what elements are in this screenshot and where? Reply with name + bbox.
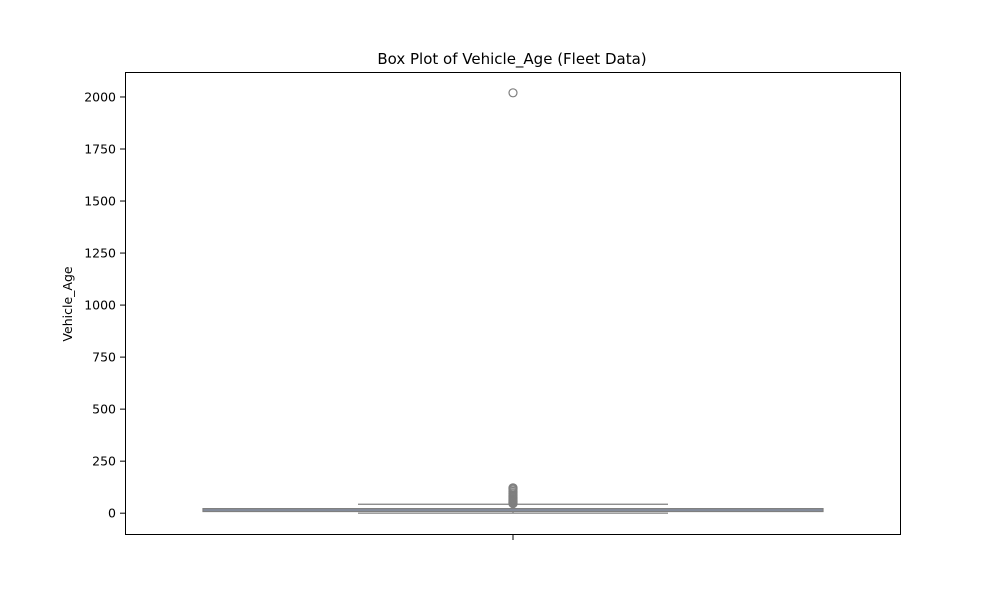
outlier-point [508, 88, 518, 98]
outlier-point [508, 499, 518, 509]
y-axis-label: Vehicle_Age [60, 266, 75, 341]
box-plot [202, 88, 824, 514]
plot-area-frame [125, 72, 901, 535]
y-tick-label: 1250 [84, 246, 116, 261]
y-tick-label: 1750 [84, 142, 116, 157]
y-tick-label: 1500 [84, 194, 116, 209]
y-axis: 0 250 500 750 1000 1250 1500 1750 2000 [84, 89, 125, 521]
y-tick-label: 1000 [84, 298, 116, 313]
chart-title: Box Plot of Vehicle_Age (Fleet Data) [377, 50, 646, 69]
y-tick-label: 750 [92, 350, 116, 365]
y-tick-label: 0 [108, 506, 116, 521]
y-tick-label: 2000 [84, 89, 116, 104]
y-tick-label: 250 [92, 454, 116, 469]
y-tick-label: 500 [92, 402, 116, 417]
